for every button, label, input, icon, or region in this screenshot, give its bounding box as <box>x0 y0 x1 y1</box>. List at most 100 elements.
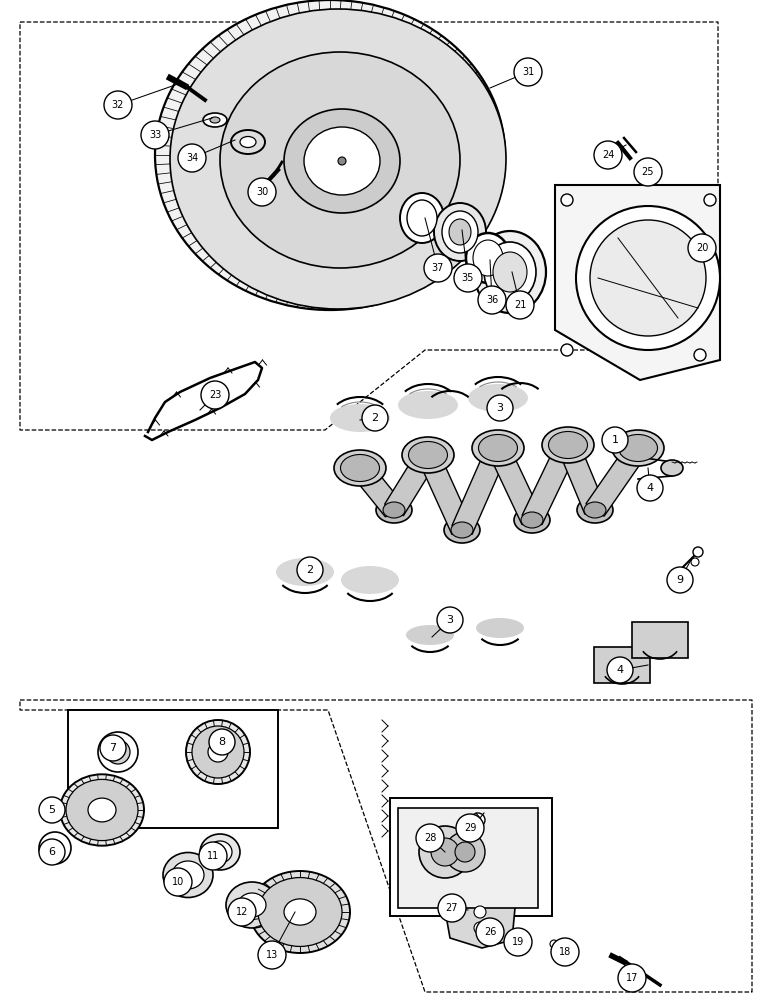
Circle shape <box>694 349 706 361</box>
Circle shape <box>419 826 471 878</box>
Polygon shape <box>555 185 720 380</box>
Ellipse shape <box>276 558 334 586</box>
Ellipse shape <box>376 497 412 523</box>
Ellipse shape <box>284 899 316 925</box>
Ellipse shape <box>170 9 506 309</box>
Circle shape <box>514 58 542 86</box>
Polygon shape <box>445 885 515 948</box>
Ellipse shape <box>60 774 144 846</box>
Ellipse shape <box>514 507 550 533</box>
Text: 29: 29 <box>464 823 476 833</box>
Text: 2: 2 <box>306 565 313 575</box>
Circle shape <box>704 194 716 206</box>
Ellipse shape <box>618 434 658 462</box>
Polygon shape <box>351 461 402 517</box>
Circle shape <box>602 427 628 453</box>
Text: 5: 5 <box>49 805 56 815</box>
Circle shape <box>431 838 459 866</box>
Ellipse shape <box>466 233 510 283</box>
Circle shape <box>201 381 229 409</box>
Circle shape <box>106 740 130 764</box>
Ellipse shape <box>163 852 213 898</box>
Ellipse shape <box>210 117 220 123</box>
Circle shape <box>474 906 486 918</box>
Ellipse shape <box>155 0 505 310</box>
Circle shape <box>471 813 485 827</box>
Ellipse shape <box>548 432 587 458</box>
Text: 12: 12 <box>235 907 248 917</box>
Ellipse shape <box>66 779 138 841</box>
Polygon shape <box>522 440 578 525</box>
Circle shape <box>576 206 720 350</box>
Circle shape <box>474 922 486 934</box>
Text: 1: 1 <box>611 435 618 445</box>
Circle shape <box>39 832 71 864</box>
Text: 17: 17 <box>626 973 638 983</box>
Ellipse shape <box>341 566 399 594</box>
Ellipse shape <box>192 726 244 778</box>
Circle shape <box>455 842 475 862</box>
Text: 7: 7 <box>110 743 117 753</box>
Circle shape <box>643 163 653 173</box>
Ellipse shape <box>577 497 613 523</box>
Ellipse shape <box>400 193 444 243</box>
Text: 13: 13 <box>266 950 278 960</box>
Circle shape <box>164 868 192 896</box>
Ellipse shape <box>472 430 524 466</box>
Text: 24: 24 <box>602 150 615 160</box>
Ellipse shape <box>172 15 488 295</box>
Text: 4: 4 <box>616 665 624 675</box>
Ellipse shape <box>521 512 543 528</box>
Polygon shape <box>452 444 508 534</box>
Circle shape <box>437 607 463 633</box>
Circle shape <box>504 928 532 956</box>
Ellipse shape <box>402 437 454 473</box>
Polygon shape <box>384 449 438 516</box>
Ellipse shape <box>406 625 454 645</box>
Circle shape <box>487 395 513 421</box>
Circle shape <box>104 91 132 119</box>
Ellipse shape <box>203 113 227 127</box>
Circle shape <box>594 141 622 169</box>
Ellipse shape <box>661 460 683 476</box>
Circle shape <box>416 824 444 852</box>
Text: 10: 10 <box>172 877 185 887</box>
Ellipse shape <box>284 109 400 213</box>
Text: 26: 26 <box>484 927 496 937</box>
Ellipse shape <box>226 882 278 928</box>
Ellipse shape <box>476 618 524 638</box>
Circle shape <box>637 475 663 501</box>
Text: 19: 19 <box>512 937 524 947</box>
Ellipse shape <box>493 252 527 292</box>
Circle shape <box>551 938 579 966</box>
Text: 3: 3 <box>496 403 503 413</box>
Ellipse shape <box>340 454 380 482</box>
Circle shape <box>478 286 506 314</box>
Circle shape <box>178 144 206 172</box>
Polygon shape <box>632 622 688 658</box>
Circle shape <box>550 940 558 948</box>
Polygon shape <box>586 442 647 516</box>
Circle shape <box>445 832 485 872</box>
Text: 37: 37 <box>432 263 444 273</box>
Circle shape <box>199 842 227 870</box>
Ellipse shape <box>479 434 517 462</box>
Circle shape <box>228 898 256 926</box>
Circle shape <box>47 840 63 856</box>
Circle shape <box>634 158 662 186</box>
Text: 21: 21 <box>514 300 527 310</box>
Bar <box>390 798 552 916</box>
Ellipse shape <box>334 450 386 486</box>
Circle shape <box>691 558 699 566</box>
Ellipse shape <box>172 861 204 889</box>
Ellipse shape <box>383 502 405 518</box>
Polygon shape <box>558 441 605 514</box>
Circle shape <box>438 894 466 922</box>
Circle shape <box>98 732 138 772</box>
Circle shape <box>607 657 633 683</box>
Text: 9: 9 <box>676 575 683 585</box>
Circle shape <box>693 547 703 557</box>
Text: 27: 27 <box>445 903 459 913</box>
Circle shape <box>338 157 346 165</box>
Ellipse shape <box>88 798 116 822</box>
